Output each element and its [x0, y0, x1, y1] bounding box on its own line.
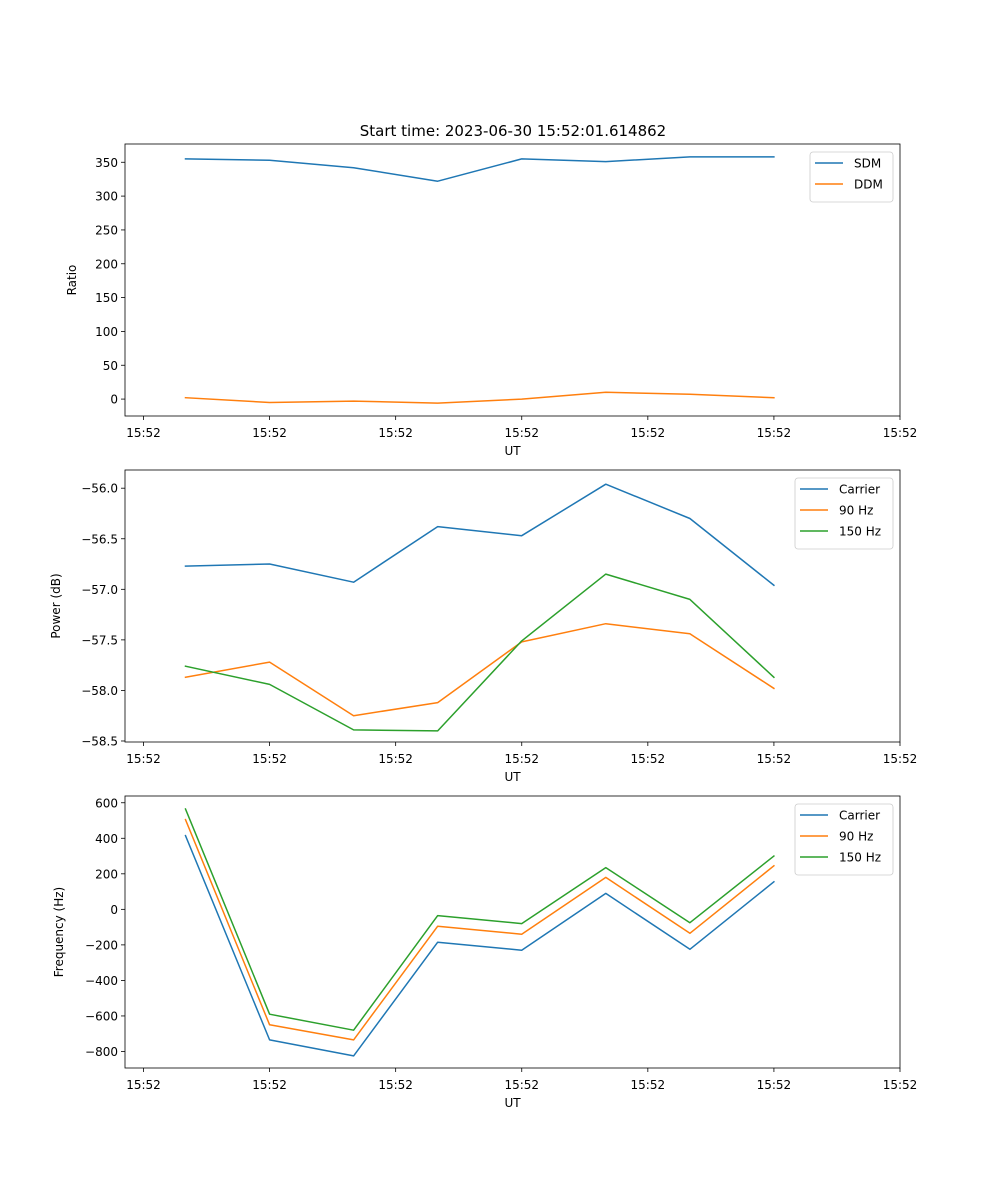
y-tick-label: −200 [85, 938, 118, 952]
series-line-1-2 [184, 391, 775, 404]
y-tick-label: −56.0 [81, 482, 118, 496]
y-tick-label: −400 [85, 974, 118, 988]
x-tick-label: 15:52 [757, 426, 792, 440]
x-tick-label: 15:52 [631, 752, 666, 766]
y-tick-label: −57.5 [81, 633, 118, 647]
legend-box [809, 151, 894, 203]
x-tick-label: 15:52 [126, 752, 161, 766]
y-tick-label: 350 [95, 156, 118, 170]
series-line-3-1 [184, 834, 775, 1057]
legend-label: SDM [854, 157, 881, 171]
y-tick-label: −600 [85, 1009, 118, 1023]
figure-title: Start time: 2023-06-30 15:52:01.614862 [360, 122, 666, 140]
y-tick-label: 100 [95, 325, 118, 339]
x-axis-label: UT [504, 1096, 521, 1110]
x-tick-label: 15:52 [883, 1078, 918, 1092]
chart-panel-3: 15:52 15:52 15:52 15:52 15:52 15:52 15:52 −800 −… [52, 795, 918, 1110]
y-axis-label: Power (dB) [49, 573, 63, 638]
axes-frame [124, 795, 901, 1069]
legend-label: Carrier [839, 483, 880, 497]
axes-frame [124, 469, 901, 743]
y-tick-label: 0 [110, 393, 118, 407]
y-tick-label: 50 [103, 359, 118, 373]
x-tick-label: 15:52 [378, 752, 413, 766]
series-line-3-2 [184, 818, 775, 1041]
series-line-2-1 [184, 483, 775, 587]
y-tick-label: −58.0 [81, 684, 118, 698]
x-tick-label: 15:52 [883, 752, 918, 766]
x-tick-label: 15:52 [757, 1078, 792, 1092]
x-tick-label: 15:52 [252, 752, 287, 766]
x-tick-label: 15:52 [252, 426, 287, 440]
legend-label: 150 Hz [839, 851, 881, 865]
y-tick-label: −56.5 [81, 532, 118, 546]
x-tick-label: 15:52 [757, 752, 792, 766]
legend-label: Carrier [839, 809, 880, 823]
legend-label: 90 Hz [839, 830, 873, 844]
x-tick-label: 15:52 [883, 426, 918, 440]
x-tick-label: 15:52 [631, 426, 666, 440]
y-tick-label: 0 [110, 903, 118, 917]
chart-panel-1: 15:52 15:52 15:52 15:52 15:52 15:52 15:52 0 50 10… [65, 143, 918, 458]
x-tick-label: 15:52 [378, 426, 413, 440]
y-tick-label: −57.0 [81, 583, 118, 597]
legend: SDM DDM [809, 151, 894, 203]
legend-label: DDM [854, 178, 883, 192]
x-tick-label: 15:52 [504, 426, 539, 440]
x-axis-label: UT [504, 444, 521, 458]
y-tick-label: −800 [85, 1045, 118, 1059]
y-tick-label: 200 [95, 867, 118, 881]
legend-label: 150 Hz [839, 525, 881, 539]
x-tick-label: 15:52 [252, 1078, 287, 1092]
y-tick-label: 400 [95, 832, 118, 846]
series-line-3-3 [184, 808, 775, 1031]
legend: Carrier 90 Hz 150 Hz [794, 803, 894, 876]
x-tick-label: 15:52 [378, 1078, 413, 1092]
x-tick-label: 15:52 [631, 1078, 666, 1092]
y-tick-label: 200 [95, 257, 118, 271]
y-axis-label: Ratio [65, 265, 79, 296]
axes-frame [124, 143, 901, 417]
y-tick-label: 300 [95, 190, 118, 204]
y-tick-label: 250 [95, 223, 118, 237]
series-line-2-3 [184, 573, 775, 732]
chart-panel-2: 15:52 15:52 15:52 15:52 15:52 15:52 15:52 −58.5… [49, 469, 918, 784]
x-tick-label: 15:52 [504, 1078, 539, 1092]
legend-label: 90 Hz [839, 504, 873, 518]
x-tick-label: 15:52 [126, 426, 161, 440]
legend: Carrier 90 Hz 150 Hz [794, 477, 894, 550]
y-tick-label: −58.5 [81, 734, 118, 748]
x-axis-label: UT [504, 770, 521, 784]
series-line-2-2 [184, 622, 775, 717]
y-tick-label: 600 [95, 796, 118, 810]
y-axis-label: Frequency (Hz) [52, 887, 66, 978]
y-tick-label: 150 [95, 291, 118, 305]
charts-container: 15:52 15:52 15:52 15:52 15:52 15:52 15:52 0 50 10… [49, 143, 918, 1110]
x-tick-label: 15:52 [504, 752, 539, 766]
x-tick-label: 15:52 [126, 1078, 161, 1092]
series-line-1-1 [184, 156, 775, 182]
